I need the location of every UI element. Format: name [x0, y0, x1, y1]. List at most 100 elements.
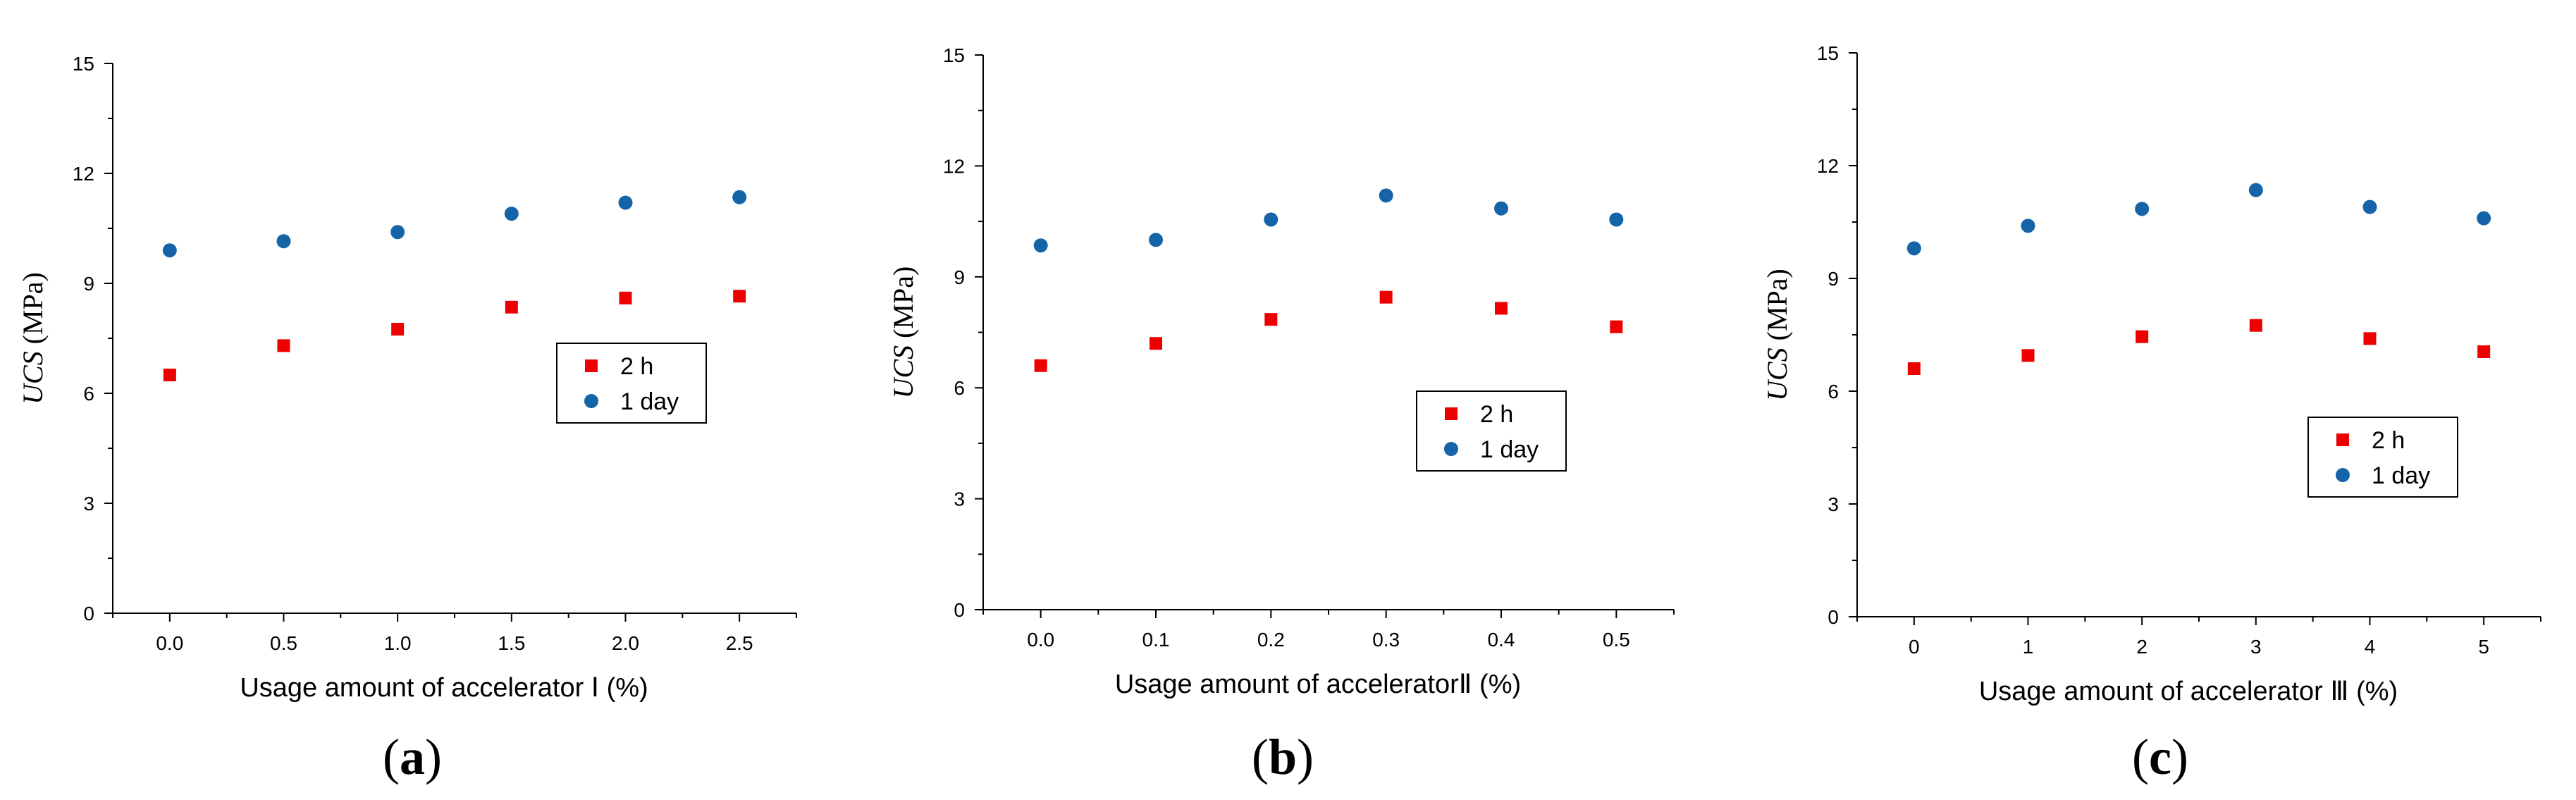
x-tick-label: 0.3	[1372, 629, 1400, 651]
legend-label: 1 day	[1480, 436, 1539, 463]
x-tick-label: 5	[2478, 636, 2489, 658]
x-tick-label: 1	[2023, 636, 2034, 658]
data-point-2h	[391, 323, 405, 336]
y-tick-label: 0	[1828, 606, 1839, 628]
x-tick-label: 0.4	[1488, 629, 1515, 651]
y-tick-label: 9	[1828, 268, 1839, 290]
data-point-2h	[1264, 313, 1278, 326]
legend: 2 h 1 day	[556, 343, 707, 424]
data-point-2h	[2136, 330, 2149, 343]
y-tick-label: 6	[954, 377, 965, 399]
data-point-1day	[390, 225, 405, 240]
y-axis-label: UCS (MPa)	[1761, 269, 1793, 401]
caption-close: )	[1297, 729, 1314, 785]
x-tick-label: 2.5	[726, 632, 753, 654]
y-tick-label: 12	[1817, 155, 1839, 177]
y-tick-label: 3	[83, 493, 94, 515]
x-tick-label: 2	[2136, 636, 2147, 658]
data-point-2h	[1907, 362, 1921, 375]
legend: 2 h 1 day	[2307, 417, 2458, 498]
caption-letter: a	[400, 729, 425, 785]
data-point-1day	[1609, 212, 1624, 227]
data-point-1day	[2021, 219, 2035, 233]
x-axis-label: Usage amount of accelerator Ⅲ (%)	[1979, 677, 2398, 706]
caption-open: (	[383, 729, 400, 785]
y-axis-label-unit: (MPa)	[887, 266, 919, 345]
panel-caption: (c)	[2132, 729, 2188, 785]
data-point-2h	[277, 339, 290, 352]
data-point-1day	[276, 234, 291, 249]
x-tick-label: 1.5	[498, 632, 525, 654]
y-axis-label: UCS (MPa)	[17, 272, 49, 405]
data-point-1day	[1379, 188, 1393, 203]
y-tick-label: 15	[943, 44, 965, 66]
legend-marker-1day	[584, 394, 598, 408]
legend-label: 2 h	[1480, 401, 1513, 428]
y-tick-label: 3	[1828, 493, 1839, 515]
chart-panel-a: 0 3 6 9 12 15 0.0 0.5 1.0 1.5 2.0 2.5 Usage amount o…	[17, 53, 797, 785]
y-tick-label: 15	[1817, 42, 1839, 64]
legend-marker-1day	[2336, 468, 2350, 482]
x-tick-label: 0.0	[156, 632, 183, 654]
legend-box	[2307, 417, 2458, 498]
y-tick-label: 9	[83, 273, 94, 295]
data-point-2h	[2477, 345, 2491, 358]
y-axis-label-symbol: UCS	[17, 351, 49, 405]
data-point-2h	[619, 291, 632, 304]
data-point-1day	[1264, 212, 1278, 227]
caption-close: )	[425, 729, 442, 785]
data-point-1day	[2362, 199, 2377, 214]
data-point-2h	[1034, 359, 1047, 372]
data-point-1day	[504, 207, 519, 221]
x-tick-label: 1.0	[384, 632, 412, 654]
data-point-2h	[2021, 349, 2035, 362]
data-point-2h	[1379, 290, 1393, 304]
legend-marker-2h	[585, 359, 598, 372]
x-tick-label: 0.2	[1257, 629, 1285, 651]
data-point-2h	[1495, 302, 1508, 315]
data-point-2h	[163, 369, 176, 381]
y-tick-label: 6	[83, 383, 94, 405]
legend-label: 2 h	[620, 353, 653, 380]
y-tick-label: 6	[1828, 381, 1839, 402]
x-tick-label: 0.5	[270, 632, 297, 654]
y-axis-label-unit: (MPa)	[1761, 269, 1793, 347]
x-tick-label: 0.1	[1142, 629, 1170, 651]
y-tick-label: 3	[954, 488, 965, 510]
data-point-1day	[1906, 241, 1921, 256]
legend-label: 1 day	[620, 388, 679, 415]
y-axis-label-symbol: UCS	[887, 345, 919, 399]
x-axis-label: Usage amount of accelerator Ⅰ (%)	[240, 673, 648, 703]
panel-caption: (a)	[383, 729, 442, 785]
x-tick-label: 3	[2250, 636, 2262, 658]
caption-letter: c	[2149, 729, 2171, 785]
legend-marker-2h	[2336, 433, 2349, 446]
x-tick-label: 2.0	[612, 632, 639, 654]
data-point-2h	[2363, 332, 2377, 345]
caption-letter: b	[1269, 729, 1297, 785]
data-point-1day	[2135, 202, 2150, 216]
data-point-2h	[2249, 319, 2262, 332]
legend-label: 1 day	[2372, 462, 2430, 489]
x-tick-label: 0.5	[1603, 629, 1630, 651]
y-axis-label-symbol: UCS	[1761, 347, 1793, 401]
data-point-2h	[733, 290, 746, 303]
data-point-1day	[162, 243, 177, 258]
y-axis-label-unit: (MPa)	[17, 272, 49, 351]
legend-box	[1416, 390, 1567, 472]
y-tick-label: 0	[954, 599, 965, 621]
y-axis-label: UCS (MPa)	[887, 266, 919, 399]
caption-close: )	[2171, 729, 2188, 785]
y-tick-label: 0	[83, 603, 94, 624]
data-point-1day	[1494, 201, 1508, 216]
data-point-1day	[2477, 211, 2491, 226]
data-point-2h	[505, 300, 518, 314]
caption-open: (	[1252, 729, 1269, 785]
x-tick-label: 0.0	[1027, 629, 1054, 651]
y-tick-label: 12	[73, 163, 94, 185]
data-point-1day	[1149, 233, 1163, 247]
data-point-2h	[1610, 320, 1623, 333]
legend: 2 h 1 day	[1416, 390, 1567, 472]
y-tick-label: 12	[943, 155, 965, 177]
legend-marker-1day	[1444, 442, 1458, 456]
